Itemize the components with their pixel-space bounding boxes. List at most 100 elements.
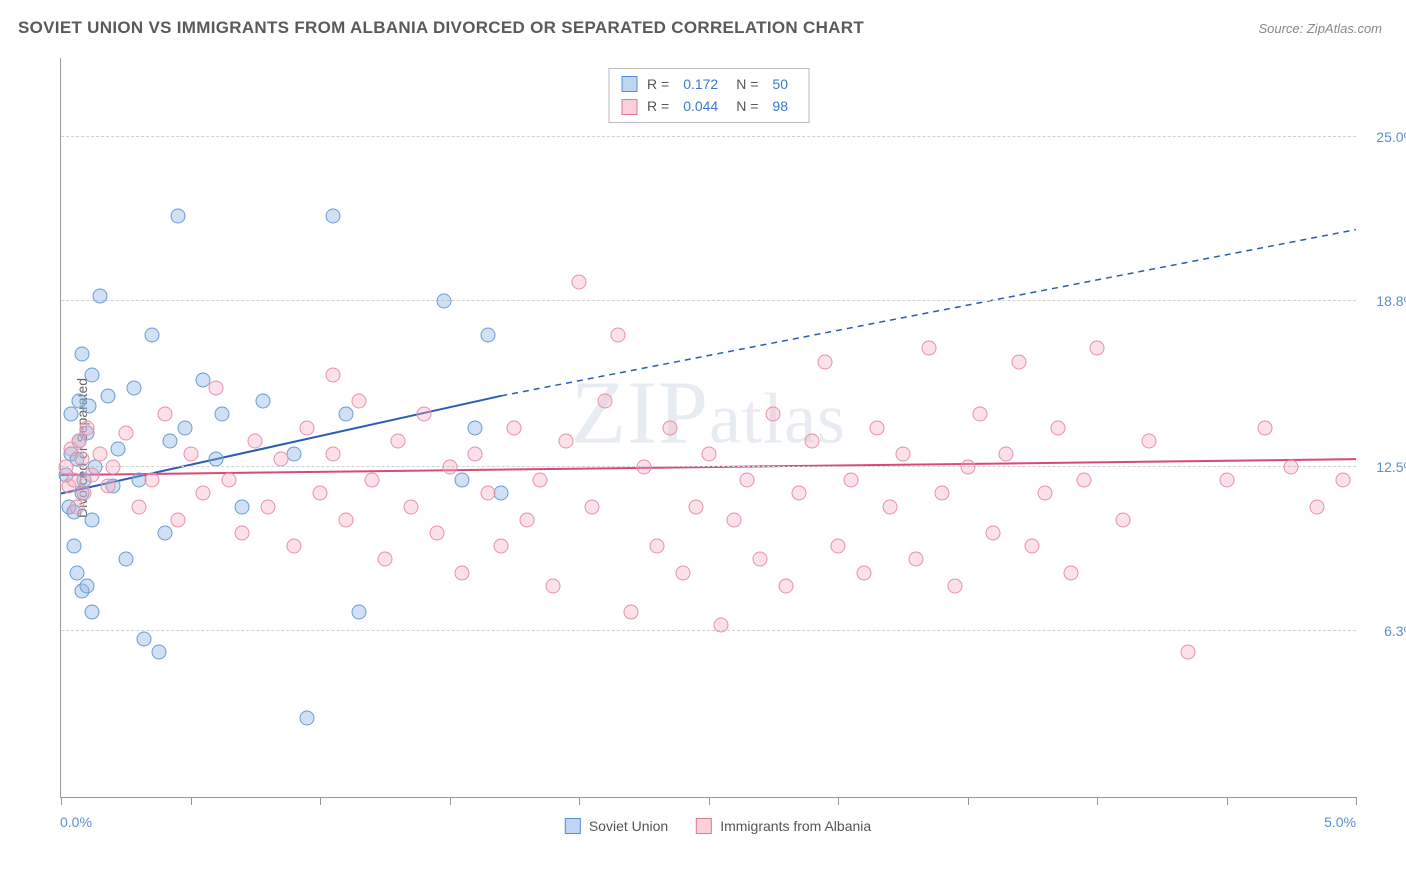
legend-row-albania: R = 0.044 N = 98 — [621, 95, 796, 117]
swatch-blue-icon — [565, 818, 581, 834]
data-point — [351, 394, 366, 409]
correlation-legend: R = 0.172 N = 50 R = 0.044 N = 98 — [608, 68, 809, 123]
data-point — [986, 526, 1001, 541]
legend-item-soviet: Soviet Union — [565, 818, 668, 834]
data-point — [688, 499, 703, 514]
data-point — [105, 460, 120, 475]
data-point — [714, 618, 729, 633]
data-point — [162, 433, 177, 448]
y-tick-label: 6.3% — [1384, 623, 1406, 639]
data-point — [649, 539, 664, 554]
data-point — [843, 473, 858, 488]
data-point — [157, 407, 172, 422]
data-point — [118, 552, 133, 567]
data-point — [92, 288, 107, 303]
data-point — [792, 486, 807, 501]
data-point — [287, 539, 302, 554]
legend-label: Soviet Union — [589, 818, 668, 834]
data-point — [77, 486, 92, 501]
x-tick — [450, 797, 451, 805]
data-point — [559, 433, 574, 448]
x-tick — [968, 797, 969, 805]
r-value-soviet: 0.172 — [683, 73, 718, 95]
data-point — [1141, 433, 1156, 448]
data-point — [856, 565, 871, 580]
data-point — [152, 644, 167, 659]
data-point — [66, 473, 81, 488]
data-point — [960, 460, 975, 475]
n-value-albania: 98 — [772, 95, 788, 117]
data-point — [338, 512, 353, 527]
data-point — [416, 407, 431, 422]
gridline — [61, 300, 1356, 301]
data-point — [882, 499, 897, 514]
x-tick — [838, 797, 839, 805]
data-point — [66, 539, 81, 554]
x-tick — [320, 797, 321, 805]
data-point — [79, 578, 94, 593]
x-tick — [61, 797, 62, 805]
data-point — [170, 512, 185, 527]
data-point — [100, 388, 115, 403]
chart-title: SOVIET UNION VS IMMIGRANTS FROM ALBANIA … — [18, 18, 864, 38]
n-label: N = — [736, 95, 758, 117]
x-tick-max: 5.0% — [1324, 814, 1356, 830]
y-tick-label: 18.8% — [1376, 293, 1406, 309]
data-point — [300, 420, 315, 435]
data-point — [92, 446, 107, 461]
data-point — [1219, 473, 1234, 488]
data-point — [779, 578, 794, 593]
data-point — [546, 578, 561, 593]
data-point — [351, 605, 366, 620]
data-point — [390, 433, 405, 448]
data-point — [214, 407, 229, 422]
r-label: R = — [647, 95, 669, 117]
data-point — [662, 420, 677, 435]
data-point — [818, 354, 833, 369]
data-point — [235, 499, 250, 514]
data-point — [256, 394, 271, 409]
data-point — [455, 565, 470, 580]
data-point — [1310, 499, 1325, 514]
data-point — [300, 710, 315, 725]
data-point — [636, 460, 651, 475]
data-point — [72, 433, 87, 448]
legend-item-albania: Immigrants from Albania — [696, 818, 871, 834]
data-point — [403, 499, 418, 514]
r-label: R = — [647, 73, 669, 95]
y-tick-label: 25.0% — [1376, 129, 1406, 145]
data-point — [1090, 341, 1105, 356]
data-point — [235, 526, 250, 541]
data-point — [934, 486, 949, 501]
data-point — [1284, 460, 1299, 475]
n-value-soviet: 50 — [772, 73, 788, 95]
data-point — [533, 473, 548, 488]
data-point — [727, 512, 742, 527]
data-point — [131, 499, 146, 514]
data-point — [1180, 644, 1195, 659]
x-tick — [709, 797, 710, 805]
data-point — [908, 552, 923, 567]
data-point — [85, 605, 100, 620]
data-point — [947, 578, 962, 593]
data-point — [157, 526, 172, 541]
data-point — [338, 407, 353, 422]
data-point — [144, 328, 159, 343]
swatch-pink-icon — [621, 99, 637, 115]
data-point — [442, 460, 457, 475]
data-point — [74, 346, 89, 361]
data-point — [69, 565, 84, 580]
x-tick — [1356, 797, 1357, 805]
legend-row-soviet: R = 0.172 N = 50 — [621, 73, 796, 95]
data-point — [82, 399, 97, 414]
data-point — [1064, 565, 1079, 580]
x-tick — [579, 797, 580, 805]
data-point — [481, 486, 496, 501]
data-point — [429, 526, 444, 541]
data-point — [572, 275, 587, 290]
data-point — [1038, 486, 1053, 501]
data-point — [455, 473, 470, 488]
data-point — [1051, 420, 1066, 435]
data-point — [740, 473, 755, 488]
data-point — [1025, 539, 1040, 554]
